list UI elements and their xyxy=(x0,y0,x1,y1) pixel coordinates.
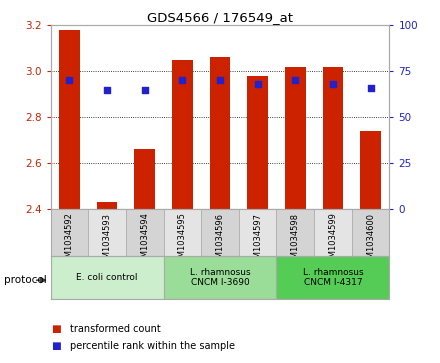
Bar xyxy=(360,131,381,209)
Text: GSM1034594: GSM1034594 xyxy=(140,212,149,268)
Text: percentile rank within the sample: percentile rank within the sample xyxy=(70,340,235,351)
Text: ■: ■ xyxy=(51,323,60,334)
Text: GSM1034598: GSM1034598 xyxy=(291,212,300,269)
Point xyxy=(179,77,186,83)
Point xyxy=(292,77,299,83)
Bar xyxy=(285,67,306,209)
Point xyxy=(254,81,261,87)
Bar xyxy=(314,209,352,256)
Bar xyxy=(172,60,193,209)
Text: L. rhamnosus
CNCM I-4317: L. rhamnosus CNCM I-4317 xyxy=(303,268,363,287)
Point xyxy=(330,81,337,87)
Bar xyxy=(164,209,201,256)
Text: GSM1034595: GSM1034595 xyxy=(178,212,187,268)
Title: GDS4566 / 176549_at: GDS4566 / 176549_at xyxy=(147,11,293,24)
Bar xyxy=(209,57,231,209)
Bar xyxy=(323,67,343,209)
Point xyxy=(103,87,110,93)
Bar xyxy=(59,30,80,209)
Bar xyxy=(97,202,117,209)
Point xyxy=(367,85,374,91)
Bar xyxy=(51,209,88,256)
Text: GSM1034592: GSM1034592 xyxy=(65,212,74,268)
Bar xyxy=(126,209,164,256)
Bar xyxy=(276,256,389,299)
Text: GSM1034593: GSM1034593 xyxy=(103,212,112,269)
Text: GSM1034596: GSM1034596 xyxy=(216,212,224,269)
Text: GSM1034599: GSM1034599 xyxy=(328,212,337,268)
Text: protocol: protocol xyxy=(4,275,47,285)
Bar xyxy=(276,209,314,256)
Text: GSM1034600: GSM1034600 xyxy=(366,212,375,269)
Bar xyxy=(164,256,276,299)
Bar xyxy=(352,209,389,256)
Bar xyxy=(239,209,276,256)
Bar xyxy=(88,209,126,256)
Bar xyxy=(51,256,164,299)
Bar xyxy=(247,76,268,209)
Point xyxy=(141,87,148,93)
Point xyxy=(216,77,224,83)
Text: GSM1034597: GSM1034597 xyxy=(253,212,262,269)
Text: L. rhamnosus
CNCM I-3690: L. rhamnosus CNCM I-3690 xyxy=(190,268,250,287)
Bar xyxy=(201,209,239,256)
Text: transformed count: transformed count xyxy=(70,323,161,334)
Bar xyxy=(134,149,155,209)
Text: E. coli control: E. coli control xyxy=(76,273,138,282)
Text: ■: ■ xyxy=(51,340,60,351)
Point xyxy=(66,77,73,83)
